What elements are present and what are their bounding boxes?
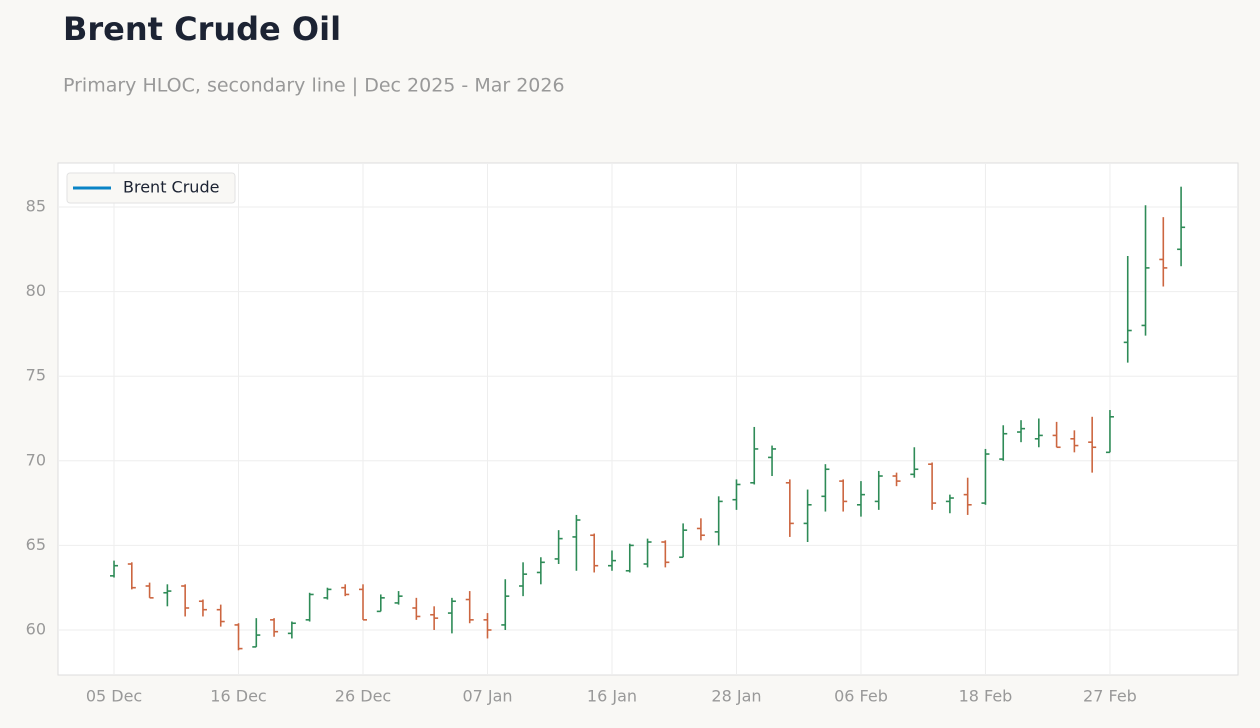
y-tick-label: 60	[26, 619, 46, 638]
x-tick-label: 05 Dec	[86, 687, 142, 706]
x-tick-label: 18 Feb	[959, 687, 1013, 706]
y-tick-label: 70	[26, 450, 46, 469]
chart-title: Brent Crude Oil	[63, 10, 341, 48]
x-tick-label: 06 Feb	[834, 687, 888, 706]
y-tick-label: 65	[26, 535, 46, 554]
x-tick-label: 16 Dec	[210, 687, 266, 706]
x-tick-label: 26 Dec	[335, 687, 391, 706]
x-tick-label: 16 Jan	[587, 687, 637, 706]
x-tick-label: 27 Feb	[1083, 687, 1137, 706]
chart-subtitle: Primary HLOC, secondary line | Dec 2025 …	[63, 75, 565, 97]
x-tick-label: 07 Jan	[462, 687, 512, 706]
legend-box	[66, 172, 236, 204]
legend-label: Brent Crude	[123, 178, 219, 197]
y-tick-label: 80	[26, 281, 46, 300]
y-tick-label: 85	[26, 196, 46, 215]
x-tick-label: 28 Jan	[711, 687, 761, 706]
y-tick-label: 75	[26, 366, 46, 385]
plot-area	[57, 162, 1239, 676]
